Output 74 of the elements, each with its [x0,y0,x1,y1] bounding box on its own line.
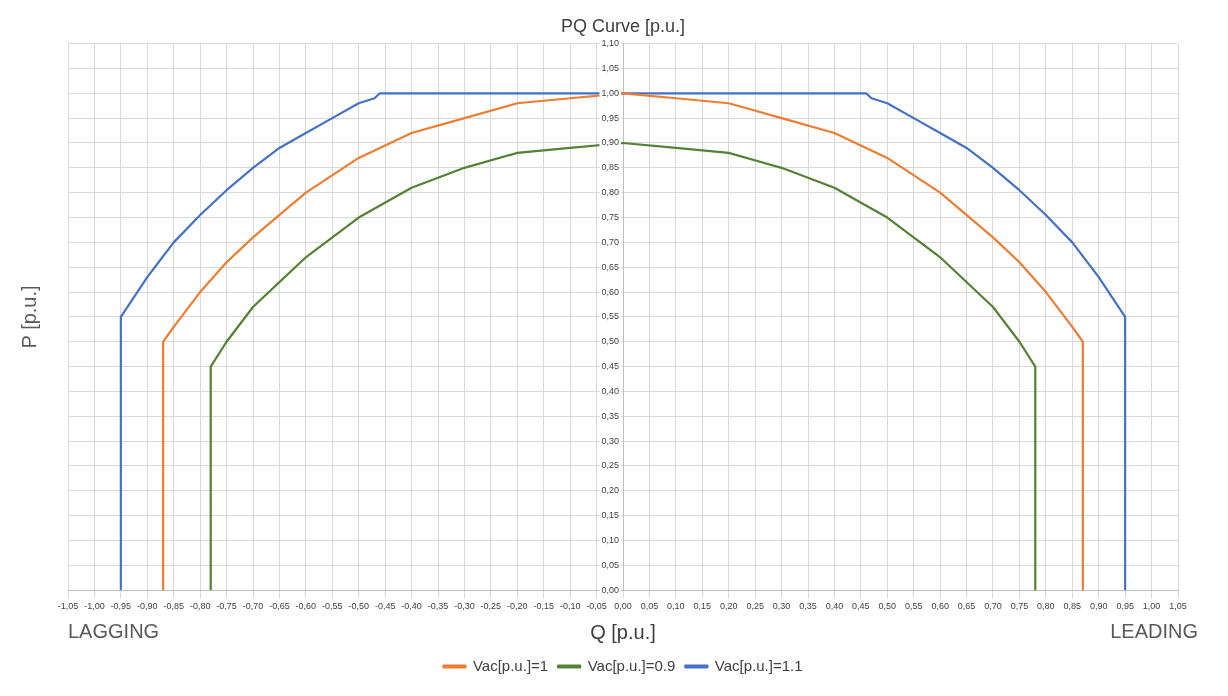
x-tick-label: 0,85 [1063,601,1082,612]
x-tick-label: 0,35 [799,601,817,612]
x-tick-label: -0,90 [137,601,158,612]
x-tick-label: 0,70 [984,601,1002,612]
x-tick-label: -0,05 [586,601,607,612]
x-tick-label: 0,15 [693,601,712,612]
y-tick-label: 0,00 [601,584,619,595]
x-tick-label: -0,60 [295,601,317,612]
x-tick-label: -0,80 [189,601,211,612]
x-tick-label: -0,15 [533,601,554,612]
x-tick-label: -1,00 [84,601,105,612]
x-tick-label: -0,25 [480,601,502,612]
y-tick-label: 0,35 [601,410,619,421]
x-tick-label: -0,40 [401,601,422,612]
x-tick-label: 0,00 [614,601,632,612]
text: LAGGING [68,619,160,642]
y-axis-title: P [p.u.] [17,285,40,349]
y-tick-label: 0,45 [601,361,619,372]
x-tick-label: -0,35 [427,601,449,612]
y-tick-label: 0,50 [601,336,619,347]
x-tick-label: 0,75 [1010,601,1029,612]
legend-label: Vac[p.u.]=1.1 [714,656,803,674]
x-tick-label: 0,65 [957,601,976,612]
x-tick-label: -0,10 [559,601,581,612]
x-tick-label: 0,60 [931,601,949,612]
x-tick-label: 0,90 [1089,601,1108,612]
y-tick-label: 0,85 [601,162,619,173]
y-tick-label: 0,60 [601,286,619,297]
y-tick-label: 0,30 [601,435,619,446]
x-tick-label: -0,20 [507,601,528,612]
y-tick-label: 0,65 [601,261,619,272]
x-tick-label: -0,85 [163,601,184,612]
x-tick-label: 0,80 [1037,601,1055,612]
x-tick-label: -0,55 [322,601,343,612]
y-tick-label: 0,70 [601,236,619,247]
x-tick-label: -0,65 [269,601,290,612]
x-tick-label: 0,95 [1116,601,1134,612]
x-tick-label: 0,55 [904,601,923,612]
x-tick-label: 0,40 [825,601,844,612]
y-tick-label: 1,00 [601,87,619,98]
x-tick-label: 0,30 [772,601,791,612]
y-tick-label: 0,15 [601,510,619,521]
y-tick-label: 0,90 [601,137,619,148]
x-tick-label: 0,05 [640,601,659,612]
x-tick-label: 0,20 [719,601,738,612]
x-tick-label: 0,25 [746,601,764,612]
y-tick-label: 1,05 [601,62,619,73]
y-tick-label: 0,55 [601,311,619,322]
y-tick-label: 0,25 [601,460,619,471]
x-axis-title: Q [p.u.] [590,620,656,643]
chart-title: PQ Curve [p.u.] [560,15,686,36]
legend-label: Vac[p.u.]=0.9 [587,656,676,674]
x-tick-label: 0,45 [852,601,870,612]
x-tick-label: -0,70 [242,601,264,612]
x-tick-label: -1,05 [57,601,79,612]
x-tick-label: -0,30 [454,601,475,612]
x-tick-label: 1,00 [1142,601,1161,612]
y-tick-label: 1,10 [601,38,619,49]
y-tick-label: 0,40 [601,385,619,396]
x-tick-label: -0,75 [216,601,237,612]
y-tick-label: 0,80 [601,187,619,198]
y-tick-label: 0,05 [601,559,619,570]
legend-label: Vac[p.u.]=1 [472,656,549,674]
y-tick-label: 0,95 [601,112,619,123]
x-tick-label: 0,10 [667,601,685,612]
y-tick-label: 0,10 [601,534,619,545]
x-tick-label: -0,45 [374,601,396,612]
y-tick-label: 0,75 [601,212,619,222]
y-tick-label: 0,20 [601,485,619,496]
text: LEADING [1110,619,1198,642]
x-tick-label: -0,50 [348,601,369,612]
x-tick-label: -0,95 [110,601,132,612]
x-tick-label: 0,50 [878,601,897,612]
x-tick-label: 1,05 [1169,601,1187,612]
